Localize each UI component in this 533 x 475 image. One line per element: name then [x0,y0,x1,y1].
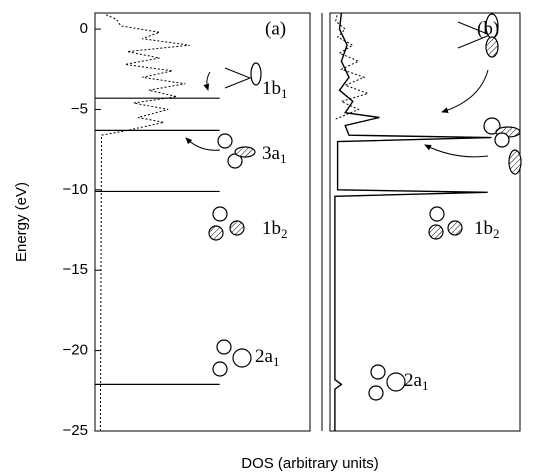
orbital-label-sub: 1 [280,151,287,166]
y-axis-label: Energy (eV) [13,182,30,262]
y-tick-label: −20 [63,342,88,359]
orbital-label-main: 2a [255,346,274,367]
orbital-label-main: 1b [262,218,281,239]
orbital-label: 2a1 [255,346,279,369]
orbital-label: 3a1 [262,143,286,166]
panel-label: (b) [477,18,499,39]
orbital-label-main: 3a [262,143,281,164]
y-tick-label: −10 [63,181,88,198]
orbital-label-main: 2a [404,370,423,391]
y-tick-label: −5 [71,100,88,117]
dos-curve [335,13,492,431]
y-tick-label: 0 [80,20,88,37]
orbital-label: 2a1 [404,370,428,393]
panel-label: (a) [265,18,286,39]
x-axis-label: DOS (arbitrary units) [241,455,379,472]
orbital-label-sub: 1 [281,86,288,101]
orbital-label-sub: 2 [281,226,288,241]
y-tick-label: −15 [63,261,88,278]
y-tick-label: −25 [63,422,88,439]
orbital-label: 1b2 [262,218,288,241]
chart: Energy (eV) DOS (arbitrary units) (a) (b… [0,0,533,475]
orbital-label-sub: 2 [493,226,500,241]
orbital-label-main: 1b [262,78,281,99]
orbital-label: 1b2 [474,218,500,241]
orbital-label-main: 1b [474,218,493,239]
orbital-label: 1b1 [262,78,288,101]
dos-curve [100,15,189,431]
orbital-icons [186,14,521,400]
orbital-label-sub: 1 [422,378,429,393]
orbital-label-sub: 1 [273,354,280,369]
